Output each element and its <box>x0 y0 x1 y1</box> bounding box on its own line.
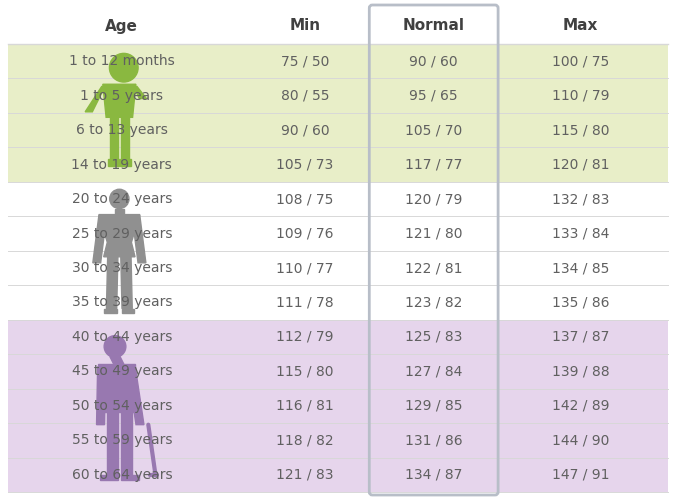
Text: 80 / 55: 80 / 55 <box>281 88 329 102</box>
Text: 75 / 50: 75 / 50 <box>281 54 329 68</box>
Polygon shape <box>107 412 118 476</box>
Text: 133 / 84: 133 / 84 <box>552 226 609 240</box>
Text: 118 / 82: 118 / 82 <box>276 434 334 448</box>
Text: 30 to 34 years: 30 to 34 years <box>72 261 172 275</box>
Text: 25 to 29 years: 25 to 29 years <box>72 226 172 240</box>
Bar <box>8 423 668 458</box>
Bar <box>8 354 668 388</box>
Text: 122 / 81: 122 / 81 <box>405 261 462 275</box>
Text: 132 / 83: 132 / 83 <box>552 192 609 206</box>
Text: 20 to 24 years: 20 to 24 years <box>72 192 172 206</box>
Bar <box>8 182 668 216</box>
Bar <box>8 251 668 285</box>
Bar <box>8 388 668 423</box>
Text: 95 / 65: 95 / 65 <box>410 88 458 102</box>
Polygon shape <box>99 214 140 257</box>
Text: 115 / 80: 115 / 80 <box>552 123 609 137</box>
Text: 1 to 12 months: 1 to 12 months <box>69 54 174 68</box>
Text: 45 to 49 years: 45 to 49 years <box>72 364 172 378</box>
Text: 14 to 19 years: 14 to 19 years <box>72 158 172 172</box>
Text: 127 / 84: 127 / 84 <box>405 364 462 378</box>
Polygon shape <box>110 118 118 159</box>
Bar <box>8 148 668 182</box>
Polygon shape <box>85 86 105 112</box>
Text: 112 / 79: 112 / 79 <box>276 330 334 344</box>
Text: 129 / 85: 129 / 85 <box>405 399 462 413</box>
Circle shape <box>104 336 126 357</box>
Bar <box>8 8 668 44</box>
Polygon shape <box>100 476 118 480</box>
Circle shape <box>110 190 129 208</box>
Text: 121 / 83: 121 / 83 <box>276 468 334 482</box>
Text: 120 / 79: 120 / 79 <box>405 192 462 206</box>
Polygon shape <box>114 208 124 217</box>
Polygon shape <box>103 84 136 117</box>
Text: 134 / 85: 134 / 85 <box>552 261 609 275</box>
Text: Age: Age <box>105 18 139 34</box>
Bar <box>8 320 668 354</box>
Polygon shape <box>107 159 119 166</box>
Text: 142 / 89: 142 / 89 <box>552 399 609 413</box>
Text: 123 / 82: 123 / 82 <box>405 296 462 310</box>
Text: 105 / 73: 105 / 73 <box>276 158 334 172</box>
Text: 137 / 87: 137 / 87 <box>552 330 609 344</box>
Text: 105 / 70: 105 / 70 <box>405 123 462 137</box>
Text: 1 to 5 years: 1 to 5 years <box>80 88 164 102</box>
Text: 35 to 39 years: 35 to 39 years <box>72 296 172 310</box>
Bar <box>8 458 668 492</box>
Text: 90 / 60: 90 / 60 <box>281 123 329 137</box>
Polygon shape <box>120 159 131 166</box>
Polygon shape <box>134 86 147 99</box>
Text: 110 / 77: 110 / 77 <box>276 261 334 275</box>
Text: 134 / 87: 134 / 87 <box>405 468 462 482</box>
Text: 90 / 60: 90 / 60 <box>410 54 458 68</box>
Text: 116 / 81: 116 / 81 <box>276 399 334 413</box>
Text: 6 to 13 years: 6 to 13 years <box>76 123 168 137</box>
Text: 147 / 91: 147 / 91 <box>552 468 609 482</box>
Text: 131 / 86: 131 / 86 <box>405 434 462 448</box>
Circle shape <box>110 54 138 82</box>
Text: Normal: Normal <box>403 18 464 34</box>
Text: 121 / 80: 121 / 80 <box>405 226 462 240</box>
Polygon shape <box>127 367 144 424</box>
Text: 120 / 81: 120 / 81 <box>552 158 609 172</box>
Text: 111 / 78: 111 / 78 <box>276 296 334 310</box>
Text: 100 / 75: 100 / 75 <box>552 54 609 68</box>
Bar <box>8 285 668 320</box>
Text: 125 / 83: 125 / 83 <box>405 330 462 344</box>
Text: 60 to 64 years: 60 to 64 years <box>72 468 172 482</box>
Polygon shape <box>122 308 135 314</box>
Polygon shape <box>110 356 124 366</box>
Polygon shape <box>121 257 132 308</box>
Text: 115 / 80: 115 / 80 <box>276 364 334 378</box>
Polygon shape <box>97 364 135 412</box>
Text: 50 to 54 years: 50 to 54 years <box>72 399 172 413</box>
Polygon shape <box>121 118 128 159</box>
Text: 135 / 86: 135 / 86 <box>552 296 609 310</box>
Text: Max: Max <box>563 18 598 34</box>
Text: 40 to 44 years: 40 to 44 years <box>72 330 172 344</box>
Text: 109 / 76: 109 / 76 <box>276 226 334 240</box>
Bar <box>8 78 668 113</box>
Polygon shape <box>106 257 118 308</box>
Polygon shape <box>121 412 132 476</box>
Text: 117 / 77: 117 / 77 <box>405 158 462 172</box>
Polygon shape <box>121 476 139 480</box>
Polygon shape <box>132 216 146 263</box>
Bar <box>8 44 668 78</box>
Text: 55 to 59 years: 55 to 59 years <box>72 434 172 448</box>
Polygon shape <box>93 216 107 263</box>
Polygon shape <box>97 367 105 424</box>
Text: 108 / 75: 108 / 75 <box>276 192 334 206</box>
Bar <box>8 113 668 148</box>
Bar <box>8 216 668 251</box>
Text: Min: Min <box>289 18 320 34</box>
Text: 139 / 88: 139 / 88 <box>552 364 609 378</box>
Polygon shape <box>104 308 117 314</box>
Text: 110 / 79: 110 / 79 <box>552 88 609 102</box>
Text: 144 / 90: 144 / 90 <box>552 434 609 448</box>
